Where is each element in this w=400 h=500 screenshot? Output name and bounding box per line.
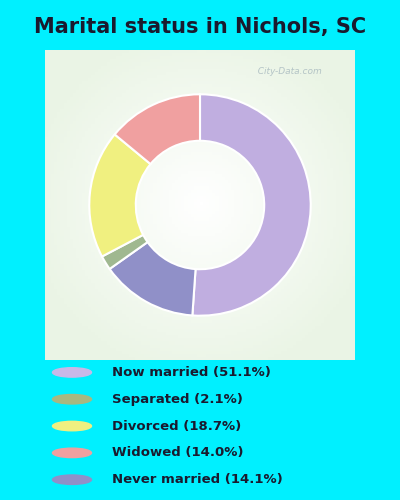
Wedge shape — [192, 94, 311, 316]
Text: Never married (14.1%): Never married (14.1%) — [112, 473, 283, 486]
Text: Separated (2.1%): Separated (2.1%) — [112, 392, 243, 406]
Text: Now married (51.1%): Now married (51.1%) — [112, 366, 271, 379]
Wedge shape — [110, 242, 196, 316]
Text: Marital status in Nichols, SC: Marital status in Nichols, SC — [34, 18, 366, 38]
Ellipse shape — [52, 368, 92, 377]
Text: Divorced (18.7%): Divorced (18.7%) — [112, 420, 241, 432]
Ellipse shape — [52, 448, 92, 458]
Ellipse shape — [52, 475, 92, 484]
Text: City-Data.com: City-Data.com — [252, 67, 322, 76]
Wedge shape — [102, 235, 148, 269]
Wedge shape — [89, 134, 150, 256]
Ellipse shape — [52, 422, 92, 431]
Text: Widowed (14.0%): Widowed (14.0%) — [112, 446, 244, 460]
Ellipse shape — [52, 394, 92, 404]
Wedge shape — [115, 94, 200, 164]
